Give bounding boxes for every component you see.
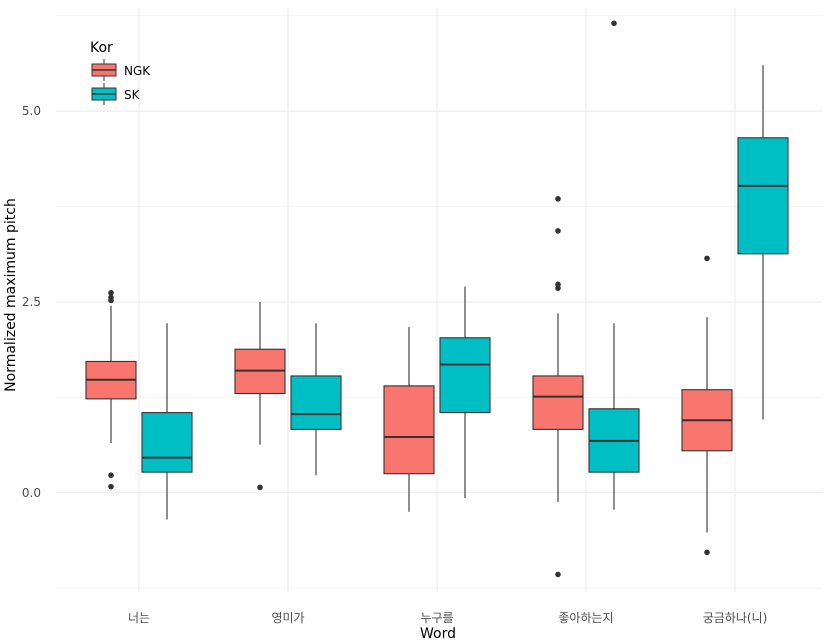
x-tick-label: 너는 [128,611,150,625]
x-axis-title: Word [420,626,456,642]
box-ngk-1 [234,301,286,491]
outlier-point [555,196,561,202]
outlier-point [555,281,561,288]
box-ngk-0 [85,289,137,490]
x-tick-label: 누구를 [420,611,453,625]
box-iqr [532,375,584,430]
legend-entry-sk: SK [91,83,141,105]
box-sk-4 [737,65,789,420]
outlier-point [611,20,617,27]
box-iqr [141,412,193,473]
box-ngk-4 [681,255,733,556]
box-iqr [290,375,342,430]
outlier-point [555,228,561,234]
outlier-point [108,289,114,296]
legend: Kor NGK SK [90,40,151,105]
y-tick-label: 0.0 [22,486,41,500]
grid-lines [56,8,822,592]
y-axis-title: Normalized maximum pitch [3,198,19,392]
box-sk-0 [141,323,193,520]
box-sk-3 [588,20,640,510]
box-iqr [737,137,789,255]
boxplots [85,20,789,578]
outlier-point [108,472,114,479]
x-tick-label: 영미가 [271,611,304,625]
box-sk-1 [290,323,342,476]
y-axis-ticks: 0.0 2.5 5.0 [22,104,41,500]
outlier-point [108,483,114,490]
box-ngk-2 [383,327,435,512]
x-tick-label: 좋아하는지 [558,611,613,625]
y-tick-label: 2.5 [22,295,41,309]
legend-label: NGK [124,64,151,78]
box-sk-2 [439,286,491,499]
box-iqr [383,385,435,475]
outlier-point [257,484,263,491]
legend-title: Kor [90,40,113,56]
outlier-point [704,255,710,262]
y-tick-label: 5.0 [22,104,41,118]
box-iqr [439,337,491,414]
box-ngk-3 [532,196,584,578]
legend-label: SK [124,88,141,102]
outlier-point [108,294,114,301]
x-axis-ticks: 너는 영미가 누구를 좋아하는지 궁금하나(니) [128,611,767,625]
legend-entry-ngk: NGK [91,59,151,81]
x-tick-label: 궁금하나(니) [703,611,768,625]
outlier-point [704,549,710,556]
outlier-point [555,571,561,578]
